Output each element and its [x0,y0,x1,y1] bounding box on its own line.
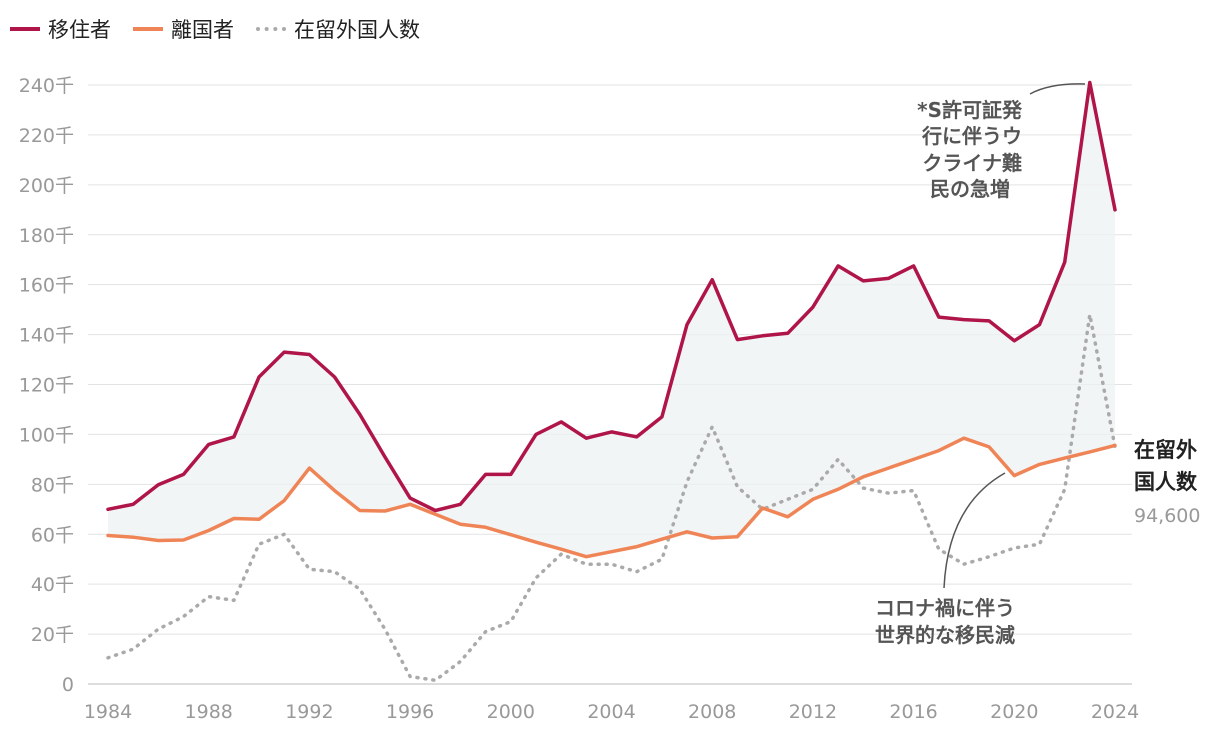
y-tick-label: 240千 [19,75,74,97]
legend-label-immigrants: 移住者 [48,18,111,42]
peak-annotation-line: 民の急増 [930,177,1010,201]
migration-gap-area [108,82,1115,557]
end-label-value: 94,600 [1134,505,1200,527]
y-tick-label: 220千 [19,125,74,147]
x-tick-label: 2016 [889,701,937,723]
x-tick-label: 2024 [1091,701,1139,723]
y-tick-label: 140千 [19,325,74,347]
peak-annotation-line: *S許可証発 [917,98,1023,122]
x-tick-label: 2020 [990,701,1038,723]
x-tick-label: 1992 [285,701,333,723]
peak-annotation: *S許可証発 行に伴うウ クライナ難 民の急増 [917,98,1023,201]
x-tick-label: 1984 [84,701,132,723]
y-tick-label: 0 [62,674,74,696]
x-tick-label: 1988 [185,701,233,723]
legend-label-foreign-residents: 在留外国人数 [294,18,420,42]
y-tick-label: 60千 [31,524,74,546]
peak-annotation-leader [1029,83,1086,95]
end-label: 在留外 国人数 94,600 [1134,438,1200,527]
legend-label-emigrants: 離国者 [171,18,234,42]
y-axis-ticks: 0 20千 40千 60千 80千 100千 120千 140千 160千 180千 200千 220… [19,75,74,696]
legend-swatch-immigrants [10,27,40,31]
peak-annotation-line: 行に伴うウ [921,124,1022,148]
y-tick-label: 80千 [31,474,74,496]
y-tick-label: 180千 [19,225,74,247]
covid-annotation-line: コロナ禍に伴う [875,596,1015,620]
series-line-foreign-residents [106,312,1117,683]
covid-annotation-line: 世界的な移民減 [875,623,1015,647]
y-tick-label: 20千 [31,624,74,646]
x-tick-label: 1996 [386,701,434,723]
x-tick-label: 2000 [487,701,535,723]
y-tick-label: 40千 [31,574,74,596]
legend: 移住者 離国者 在留外国人数 [10,12,420,46]
end-label-line: 在留外 [1134,438,1197,462]
peak-annotation-line: クライナ難 [922,151,1022,175]
covid-annotation-leader [943,472,1006,589]
legend-item-foreign-residents[interactable]: 在留外国人数 [256,14,420,44]
x-tick-label: 2012 [789,701,837,723]
legend-swatch-emigrants [133,27,163,31]
y-tick-label: 100千 [19,424,74,446]
series-lines [106,80,1117,683]
covid-annotation: コロナ禍に伴う 世界的な移民減 [875,596,1015,647]
legend-item-emigrants[interactable]: 離国者 [133,14,234,44]
x-axis-ticks: 1984 1988 1992 1996 2000 2004 2008 2012 2016 2020… [84,701,1139,723]
y-tick-label: 160千 [19,275,74,297]
x-tick-label: 2008 [688,701,736,723]
x-tick-label: 2004 [587,701,635,723]
legend-swatch-foreign-residents [256,27,286,31]
series-line-immigrants [106,80,1117,513]
series-line-emigrants [106,436,1117,559]
legend-item-immigrants[interactable]: 移住者 [10,14,111,44]
end-label-line: 国人数 [1134,470,1198,494]
y-tick-label: 200千 [19,175,74,197]
y-tick-label: 120千 [19,375,74,397]
